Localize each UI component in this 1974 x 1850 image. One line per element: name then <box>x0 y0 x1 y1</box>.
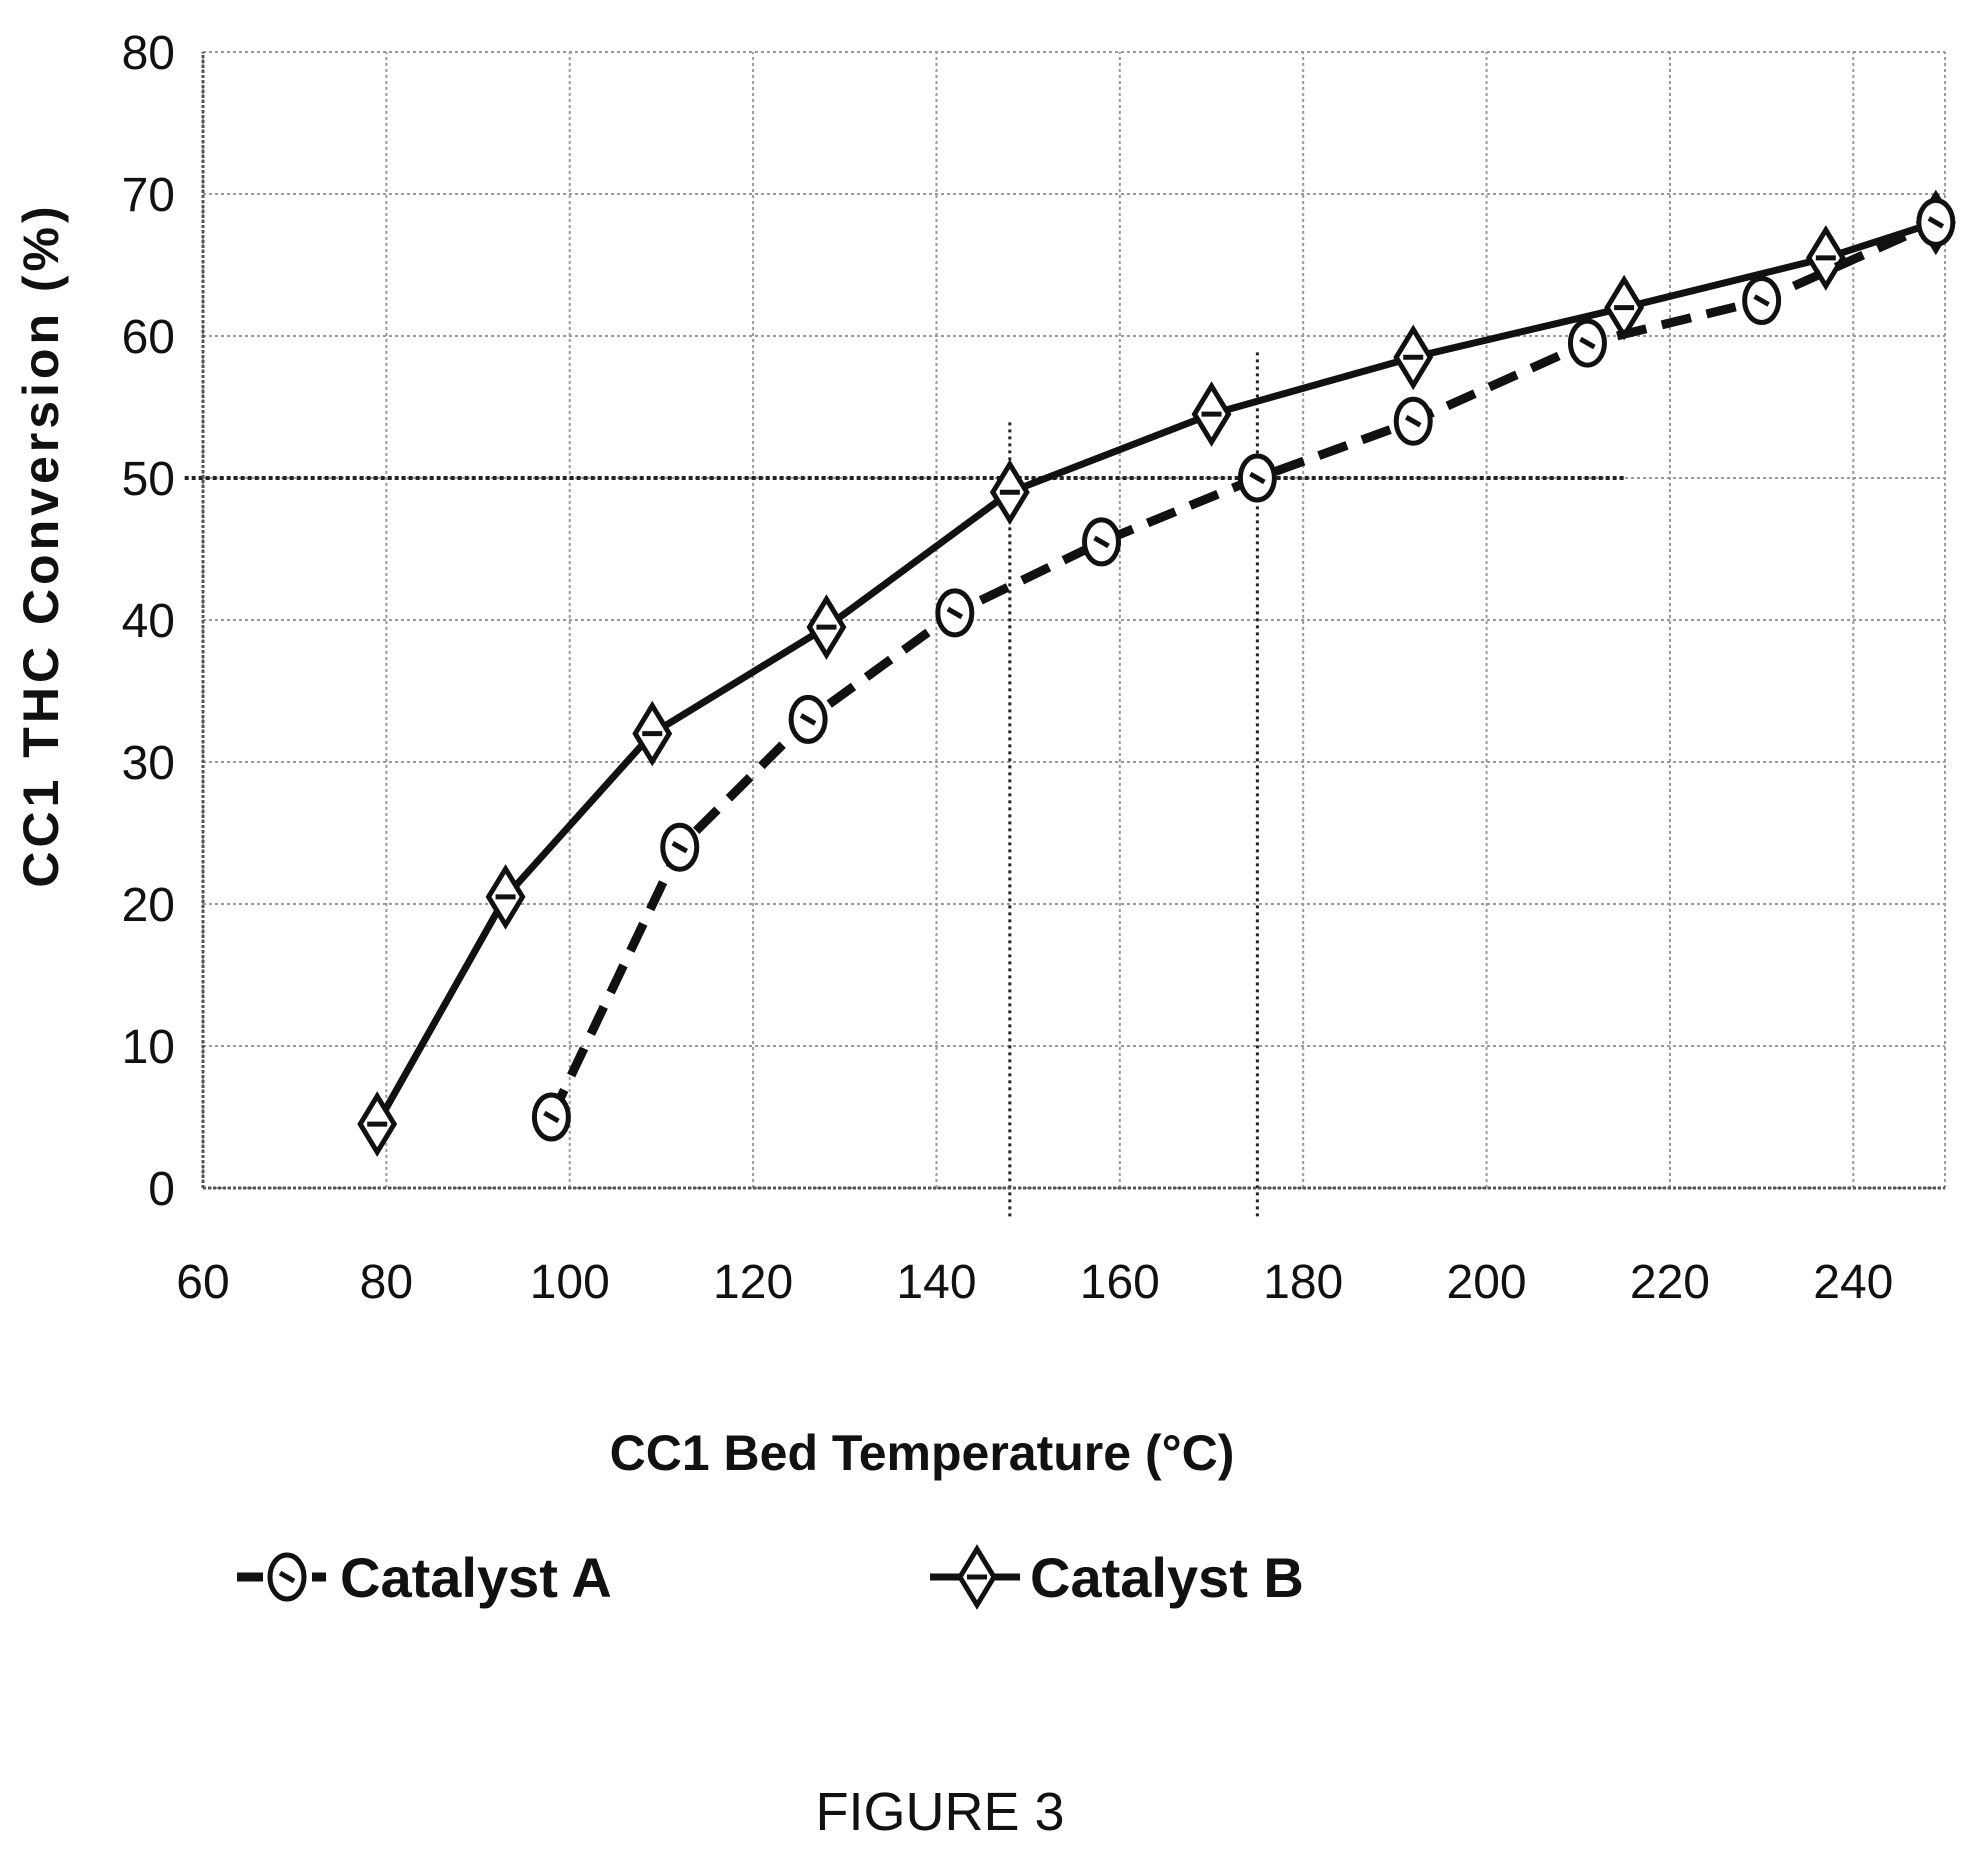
figure-caption: FIGURE 3 <box>815 1782 1064 1842</box>
data-point-catalyst-a <box>788 694 828 744</box>
y-tick-label: 30 <box>122 737 175 790</box>
y-tick-label: 20 <box>122 879 175 932</box>
data-point-catalyst-a <box>1393 396 1433 446</box>
data-point-catalyst-b <box>632 700 673 767</box>
x-tick-label: 60 <box>176 1256 229 1309</box>
marker-stroke <box>946 606 964 620</box>
legend-marker-diamond <box>957 1544 997 1610</box>
marker-stroke <box>1249 471 1266 485</box>
legend-item-catalyst-b: Catalyst B <box>930 1544 1304 1610</box>
data-point-catalyst-a <box>1567 318 1607 368</box>
legend-label-catalyst-b: Catalyst B <box>1030 1546 1304 1609</box>
data-point-catalyst-b <box>806 594 847 660</box>
series-line-catalyst-b <box>374 219 1937 1126</box>
y-tick-label: 70 <box>122 169 175 222</box>
data-point-catalyst-b <box>1191 381 1232 447</box>
y-tick-label: 0 <box>148 1163 175 1216</box>
x-tick-label: 240 <box>1813 1256 1893 1309</box>
data-point-catalyst-a <box>531 1092 571 1142</box>
y-tick-label: 60 <box>122 311 175 364</box>
data-point-catalyst-b <box>357 1091 398 1157</box>
y-axis-label: CC1 THC Conversion (%) <box>13 202 69 887</box>
legend-swatch-catalyst-b <box>930 1544 1020 1610</box>
data-point-catalyst-a <box>1742 276 1782 325</box>
series-catalyst-a <box>531 197 1956 1142</box>
legend-item-catalyst-a: Catalyst A <box>237 1546 612 1609</box>
marker-stroke <box>1753 294 1770 307</box>
marker-stroke <box>671 841 688 854</box>
marker-stroke <box>1093 535 1110 549</box>
gridlines <box>202 51 1946 1189</box>
y-tick-label: 50 <box>122 453 175 506</box>
plot-series <box>357 189 1956 1157</box>
data-point-catalyst-b <box>989 459 1030 526</box>
legend-swatch-catalyst-a <box>237 1552 326 1602</box>
y-tick-label: 40 <box>122 595 175 648</box>
data-point-catalyst-b <box>485 864 526 930</box>
marker-stroke <box>278 1570 296 1584</box>
y-tick-label: 80 <box>122 27 175 80</box>
y-tick-labels: 0 10 20 30 40 50 60 70 80 <box>122 27 175 1216</box>
x-tick-label: 180 <box>1263 1256 1343 1309</box>
legend-marker-circle <box>267 1552 307 1602</box>
x-tick-label: 120 <box>713 1256 793 1309</box>
marker-stroke <box>543 1110 560 1124</box>
marker-stroke <box>1404 415 1422 428</box>
x-tick-label: 80 <box>360 1256 413 1309</box>
marker-stroke <box>799 713 817 726</box>
series-line-catalyst-a <box>547 218 1938 1119</box>
x-tick-label: 100 <box>530 1256 610 1309</box>
y-tick-label: 10 <box>122 1021 175 1074</box>
legend: Catalyst A Catalyst B <box>237 1544 1304 1610</box>
x-tick-label: 200 <box>1447 1256 1527 1309</box>
series-catalyst-b <box>357 189 1956 1157</box>
data-point-catalyst-a <box>1237 453 1277 503</box>
x-tick-label: 160 <box>1080 1256 1160 1309</box>
data-point-catalyst-a <box>1082 517 1122 567</box>
axes <box>201 52 1945 1190</box>
x-tick-label: 220 <box>1630 1256 1710 1309</box>
data-point-catalyst-b <box>1393 324 1434 391</box>
marker-stroke <box>1927 216 1945 229</box>
x-tick-labels: 60 80 100 120 140 160 180 200 220 240 <box>176 1256 1893 1309</box>
marker-stroke <box>1579 336 1596 350</box>
x-tick-label: 140 <box>896 1256 976 1309</box>
x-axis-label: CC1 Bed Temperature (°C) <box>610 1425 1235 1481</box>
legend-label-catalyst-a: Catalyst A <box>340 1546 612 1609</box>
data-point-catalyst-a <box>1916 197 1956 247</box>
data-point-catalyst-a <box>935 588 975 638</box>
data-point-catalyst-a <box>660 822 700 872</box>
